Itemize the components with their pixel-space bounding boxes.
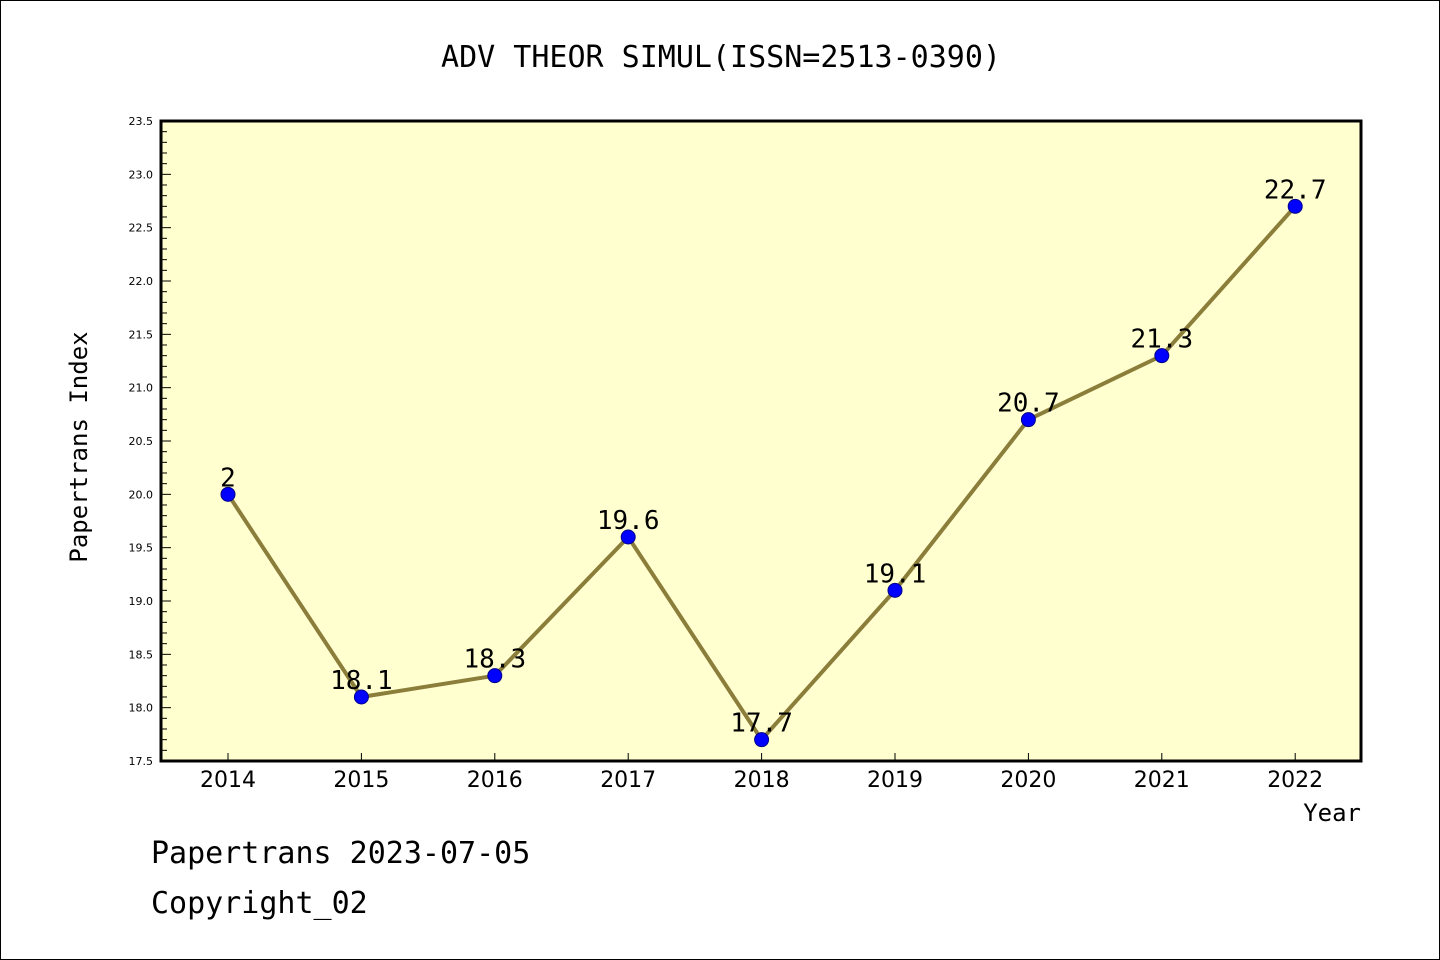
x-tick-label: 2015 xyxy=(333,768,389,793)
y-tick-label: 19.0 xyxy=(129,595,154,608)
y-tick-label: 18.0 xyxy=(129,702,154,715)
data-point xyxy=(887,582,903,598)
y-axis-label: Papertrans Index xyxy=(65,331,93,562)
y-tick-label: 21.0 xyxy=(129,382,154,395)
data-point xyxy=(1020,412,1036,428)
x-tick-label: 2017 xyxy=(600,768,656,793)
data-label: 17.7 xyxy=(730,709,793,739)
x-tick-label: 2018 xyxy=(734,768,790,793)
x-tick-label: 2019 xyxy=(867,768,923,793)
data-point xyxy=(754,732,770,748)
data-label: 19.6 xyxy=(597,506,660,536)
data-label: 22.7 xyxy=(1264,175,1327,205)
data-point xyxy=(487,668,503,684)
data-point xyxy=(620,529,636,545)
y-tick-label: 22.5 xyxy=(129,222,154,235)
y-tick-label: 20.5 xyxy=(129,435,154,448)
y-tick-label: 20.0 xyxy=(129,488,154,501)
plot-area xyxy=(161,121,1361,761)
x-axis-label: Year xyxy=(1303,799,1361,827)
x-tick-label: 2021 xyxy=(1134,768,1190,793)
data-point xyxy=(1154,348,1170,364)
data-label: 18.1 xyxy=(330,666,393,696)
footer-copyright: Copyright_02 xyxy=(151,886,368,921)
data-label: 19.1 xyxy=(864,559,927,589)
data-label: 2 xyxy=(220,463,236,493)
plot-frame xyxy=(159,119,1363,763)
x-tick-label: 2020 xyxy=(1000,768,1056,793)
y-tick-label: 21.5 xyxy=(129,328,154,341)
x-tick-label: 2016 xyxy=(467,768,523,793)
y-tick-label: 23.0 xyxy=(129,168,154,181)
data-point xyxy=(1287,198,1303,214)
data-point xyxy=(353,689,369,705)
data-label: 20.7 xyxy=(997,389,1060,419)
y-tick-label: 18.5 xyxy=(129,648,154,661)
data-label: 18.3 xyxy=(463,645,526,675)
x-tick-label: 2014 xyxy=(200,768,256,793)
footer-date: Papertrans 2023-07-05 xyxy=(151,836,531,871)
y-tick-label: 19.5 xyxy=(129,542,154,555)
data-point xyxy=(220,486,236,502)
x-tick-label: 2022 xyxy=(1267,768,1323,793)
data-label: 21.3 xyxy=(1130,325,1193,355)
y-tick-label: 17.5 xyxy=(129,755,154,768)
y-tick-label: 22.0 xyxy=(129,275,154,288)
y-tick-label: 23.5 xyxy=(129,115,154,128)
chart-title: ADV THEOR SIMUL(ISSN=2513-0390) xyxy=(441,40,1001,75)
